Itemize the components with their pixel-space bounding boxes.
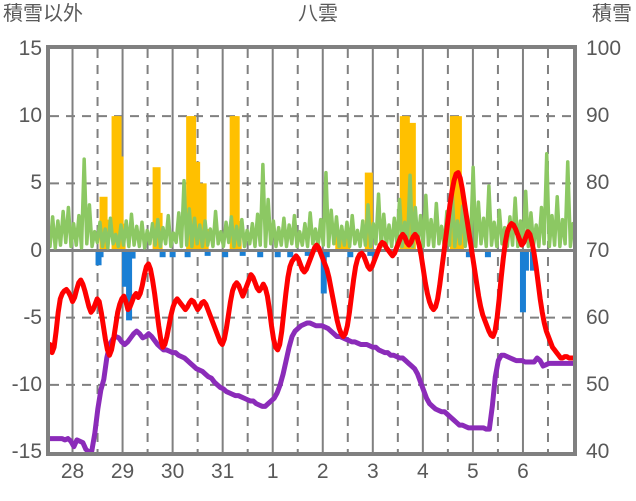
x-tick-31: 31: [210, 460, 235, 483]
x-tick-30: 30: [160, 460, 185, 483]
x-tick-28: 28: [60, 460, 85, 483]
x-tick-6: 6: [517, 460, 529, 483]
plot-area: [46, 45, 577, 456]
right-axis-title: 積雪: [592, 3, 632, 25]
x-tick-1: 1: [266, 460, 279, 483]
x-tick-4: 4: [417, 460, 429, 483]
left-tick--5: -5: [23, 305, 42, 329]
right-tick-100: 100: [586, 37, 622, 60]
left-tick-15: 15: [18, 37, 42, 60]
plot-canvas: [50, 49, 573, 452]
x-tick-2: 2: [316, 460, 329, 483]
left-tick-5: 5: [30, 171, 42, 195]
x-tick-5: 5: [467, 460, 479, 483]
plot-svg: [50, 49, 573, 452]
x-tick-3: 3: [366, 460, 379, 483]
right-tick-40: 40: [586, 440, 610, 463]
right-tick-60: 60: [586, 305, 610, 329]
x-tick-29: 29: [110, 460, 135, 483]
left-tick-0: 0: [30, 238, 42, 262]
left-axis-title: 積雪以外: [3, 3, 83, 25]
right-tick-70: 70: [586, 238, 610, 262]
left-tick--15: -15: [11, 440, 42, 463]
right-tick-80: 80: [586, 171, 610, 195]
left-tick--10: -10: [11, 372, 42, 396]
right-tick-50: 50: [586, 372, 610, 396]
chart-title: 八雲: [298, 3, 338, 25]
left-tick-10: 10: [18, 104, 42, 128]
right-tick-90: 90: [586, 104, 610, 128]
